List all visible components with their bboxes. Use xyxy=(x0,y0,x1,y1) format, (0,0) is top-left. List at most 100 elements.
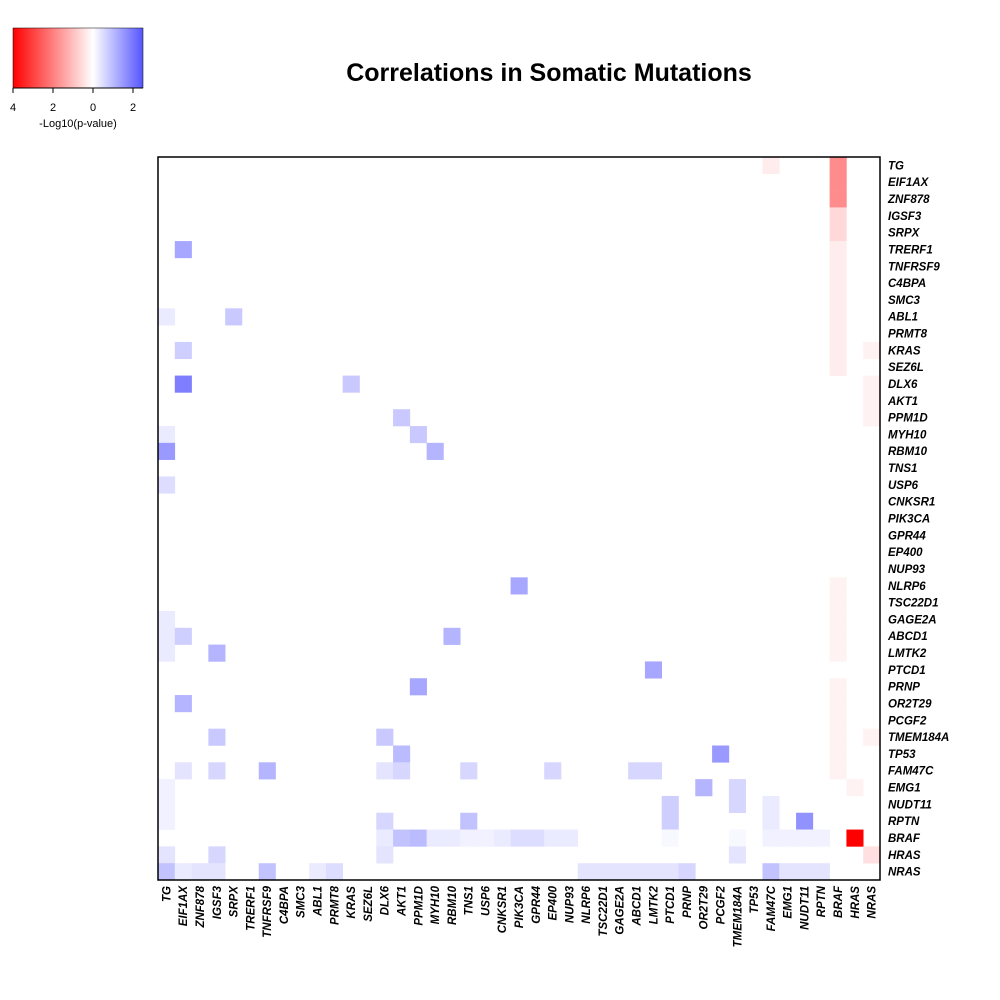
heatmap-cell xyxy=(393,762,411,780)
column-label: GPR44 xyxy=(531,885,543,923)
column-label: TNS1 xyxy=(464,886,476,915)
row-label: NUDT11 xyxy=(888,799,932,811)
column-label: TG xyxy=(161,886,173,902)
column-label: IGSF3 xyxy=(212,885,224,919)
column-label: TRERF1 xyxy=(245,886,257,931)
column-label: SMC3 xyxy=(296,885,308,918)
heatmap-cell xyxy=(376,728,394,746)
heatmap-cell xyxy=(796,863,814,881)
heatmap-cell xyxy=(158,779,176,797)
row-label: TP53 xyxy=(888,749,916,761)
heatmap-cell xyxy=(762,829,780,847)
heatmap-cell xyxy=(829,157,847,175)
column-label: RPTN xyxy=(816,885,828,917)
column-label: EP400 xyxy=(548,885,560,920)
heatmap-cell xyxy=(158,426,176,444)
row-labels: TG EIF1AX ZNF878 IGSF3 SRPX TRERF1 TNFRSF9 C4BP… xyxy=(887,160,949,878)
row-label: TNS1 xyxy=(888,463,917,475)
row-label: PCGF2 xyxy=(888,715,927,727)
heatmap-cell xyxy=(158,795,176,814)
row-label: ABL1 xyxy=(887,312,918,324)
column-label: SEZ6L xyxy=(363,886,375,922)
heatmap-cell xyxy=(863,728,881,746)
row-label: SMC3 xyxy=(888,295,921,307)
row-label: DLX6 xyxy=(888,379,918,391)
heatmap-cell xyxy=(829,594,847,612)
row-label: C4BPA xyxy=(888,278,926,290)
row-label: GPR44 xyxy=(888,530,926,542)
row-label: PIK3CA xyxy=(888,514,930,526)
heatmap-cell xyxy=(846,779,864,797)
heatmap-cell xyxy=(728,846,746,864)
heatmap-cell xyxy=(342,375,360,393)
row-label: NLRP6 xyxy=(888,581,926,593)
row-label: CNKSR1 xyxy=(888,497,935,509)
heatmap-cell xyxy=(812,829,830,847)
row-label: USP6 xyxy=(888,480,919,492)
heatmap-cell xyxy=(829,358,847,376)
heatmap-cell xyxy=(376,829,394,847)
heatmap-cell xyxy=(527,829,545,847)
heatmap-cell xyxy=(426,442,444,460)
plot-border xyxy=(157,156,881,881)
heatmap-cell xyxy=(829,627,847,645)
heatmap-cell xyxy=(158,812,176,830)
heatmap-cell xyxy=(393,829,411,847)
heatmap-cell xyxy=(560,829,579,847)
heatmap-cell xyxy=(158,308,176,326)
column-label: EMG1 xyxy=(783,886,795,919)
heatmap-cell xyxy=(225,308,243,326)
row-label: FAM47C xyxy=(888,766,934,778)
heatmap-cell xyxy=(779,829,797,847)
column-label: CNKSR1 xyxy=(497,886,509,933)
heatmap-cell xyxy=(158,627,176,645)
heatmap-cell xyxy=(258,762,276,780)
row-label: RBM10 xyxy=(888,446,928,458)
column-label: FAM47C xyxy=(766,885,778,931)
row-label: NUP93 xyxy=(888,564,926,576)
row-label: IGSF3 xyxy=(888,211,922,223)
row-label: SEZ6L xyxy=(888,362,924,374)
heatmap-cell xyxy=(158,644,176,662)
row-label: BRAF xyxy=(888,833,921,845)
heatmap-cell xyxy=(661,829,679,847)
heatmap-cell xyxy=(628,863,646,881)
column-label: USP6 xyxy=(480,885,492,916)
heatmap-cell xyxy=(829,341,847,360)
heatmap-cell xyxy=(158,863,176,881)
column-label: TMEM184A xyxy=(732,886,744,947)
column-label: LMTK2 xyxy=(648,885,660,924)
heatmap-cell xyxy=(158,846,176,864)
heatmap-cell xyxy=(426,829,444,847)
chart-title: Correlations in Somatic Mutations xyxy=(346,59,752,87)
heatmap-cell xyxy=(510,829,528,847)
heatmap-cell xyxy=(577,863,595,881)
heatmap-cell xyxy=(829,173,847,191)
heatmap-cell xyxy=(644,863,663,881)
column-label: TP53 xyxy=(749,885,761,913)
row-label: EIF1AX xyxy=(888,177,930,189)
heatmap-cell xyxy=(443,829,461,847)
heatmap-cell xyxy=(191,863,209,881)
heatmap-cell xyxy=(544,762,562,780)
heatmap-cell xyxy=(829,274,847,292)
legend-tick-label: 2 xyxy=(50,102,56,114)
heatmap-cell xyxy=(863,409,881,427)
heatmap-cell xyxy=(762,795,780,814)
column-label: EIF1AX xyxy=(178,885,190,927)
legend-tick-label: 2 xyxy=(130,102,136,114)
row-label: ZNF878 xyxy=(887,194,930,206)
heatmap-cell xyxy=(376,762,394,780)
heatmap-cell xyxy=(779,863,797,881)
heatmap-cell xyxy=(409,678,427,696)
row-label: TG xyxy=(888,160,904,172)
column-label: SRPX xyxy=(229,885,241,918)
column-label: C4BPA xyxy=(279,886,291,924)
column-label: AKT1 xyxy=(396,886,408,917)
heatmap-cell xyxy=(863,341,881,360)
column-label: TSC22D1 xyxy=(598,886,610,937)
column-label: GAGE2A xyxy=(615,886,627,935)
heatmap-cell xyxy=(376,846,394,864)
row-label: GAGE2A xyxy=(888,614,937,626)
